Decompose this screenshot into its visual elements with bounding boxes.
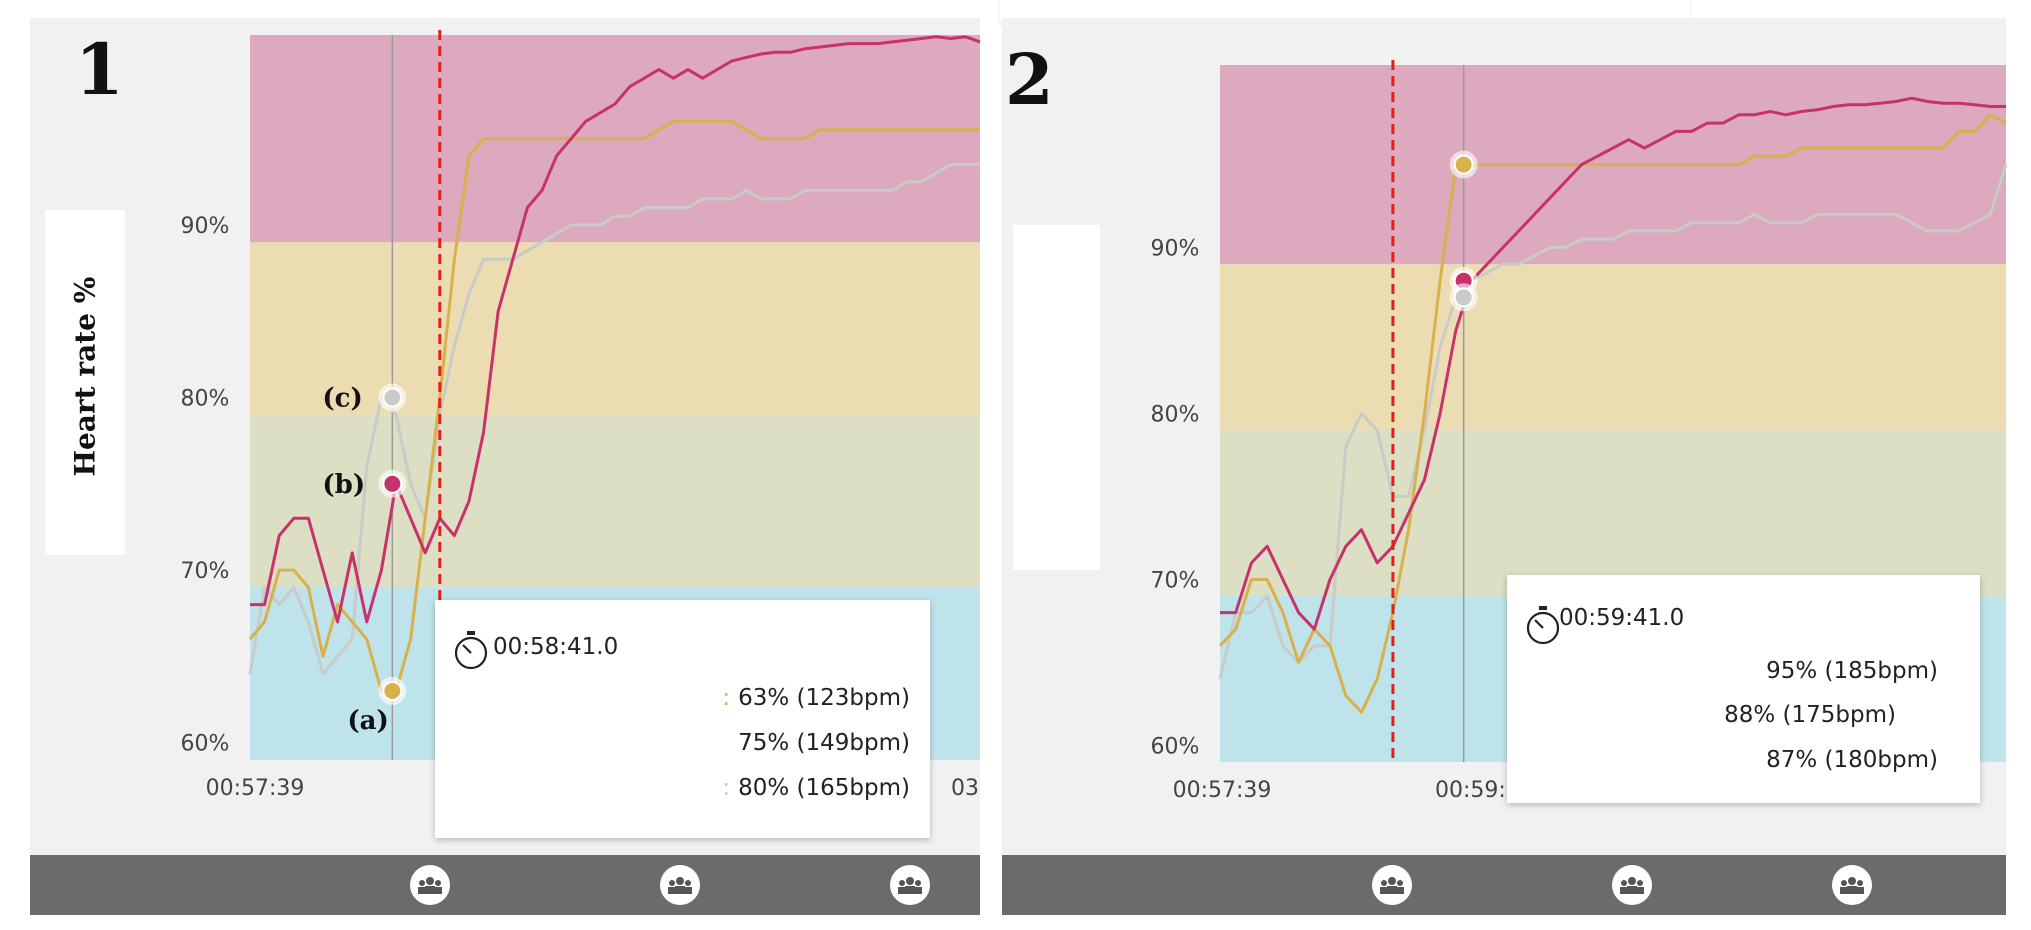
y-axis-label-box-2 (1013, 225, 1100, 570)
panel-number-2: 2 (1005, 38, 1054, 121)
tooltip-time: 00:58:41.0 (493, 634, 619, 660)
stopwatch-icon (1526, 606, 1560, 645)
zone-band (250, 242, 980, 415)
hover-point[interactable] (1453, 154, 1474, 175)
footer-bar-1 (30, 855, 980, 915)
team-icon[interactable] (890, 865, 930, 905)
tooltip-line-a: :63% (123bpm) (722, 685, 910, 711)
team-icon[interactable] (1372, 865, 1412, 905)
y-tick-label: 80% (1151, 403, 1200, 428)
team-icon[interactable] (410, 865, 450, 905)
team-icon[interactable] (660, 865, 700, 905)
hover-point[interactable] (382, 473, 403, 494)
team-icon[interactable] (1612, 865, 1652, 905)
tooltip-value-c: 80% (165bpm) (738, 775, 910, 801)
y-tick-label: 90% (1151, 237, 1200, 262)
tooltip-time: 00:59:41.0 (1559, 605, 1685, 631)
tooltip-value-a: 95% (185bpm) (1766, 658, 1938, 684)
hover-point[interactable] (382, 387, 403, 408)
y-tick-label: 80% (181, 387, 230, 412)
series-line (248, 163, 980, 676)
series-line (1218, 113, 2007, 714)
y-tick-label: 60% (1151, 734, 1200, 759)
team-icon[interactable] (1832, 865, 1872, 905)
tooltip-value-b: 88% (175bpm) (1724, 702, 1896, 728)
point-label: (c) (322, 384, 362, 414)
y-tick-label: 70% (1151, 568, 1200, 593)
stopwatch-icon (454, 631, 488, 670)
series-line (1220, 96, 2006, 631)
y-tick-label: 90% (181, 214, 230, 239)
tooltip-series-a-marker: : (722, 685, 731, 711)
tooltip-1: 00:58:41.0 :63% (123bpm) 75% (149bpm) :8… (435, 600, 930, 838)
hover-point[interactable] (1453, 287, 1474, 308)
point-label: (a) (347, 706, 388, 736)
zone-band (1220, 264, 2006, 431)
tooltip-value-c: 87% (180bpm) (1766, 747, 1938, 773)
tooltip-line-b: 88% (175bpm) (1724, 702, 1896, 728)
zone-band (1220, 430, 2006, 597)
tooltip-line-c: :80% (165bpm) (722, 775, 910, 801)
footer-bar-2 (1002, 855, 2006, 915)
tooltip-2: 00:59:41.0 95% (185bpm) 88% (175bpm) 87%… (1507, 575, 1980, 803)
y-axis-label-box-1: Heart rate % (45, 210, 125, 555)
tooltip-line-a: 95% (185bpm) (1766, 658, 1938, 684)
x-tick-label: 00:57:39 (206, 776, 305, 801)
series-line (248, 119, 980, 693)
y-tick-label: 70% (181, 559, 230, 584)
hover-point[interactable] (382, 680, 403, 701)
x-tick-label: 00:57:39 (1173, 778, 1272, 803)
tooltip-value-a: 63% (123bpm) (738, 685, 910, 711)
x-tick-label: 00:59:3 (1435, 778, 1520, 803)
tooltip-series-c-marker: : (722, 775, 731, 801)
panel-number-1: 1 (75, 28, 124, 111)
tooltip-value-b: 75% (149bpm) (738, 730, 910, 756)
series-line (1218, 164, 2008, 680)
y-tick-label: 60% (181, 732, 230, 757)
x-tick-label: 03 (951, 776, 979, 801)
series-line (250, 35, 981, 624)
tooltip-line-b: 75% (149bpm) (738, 730, 910, 756)
tooltip-line-c: 87% (180bpm) (1766, 747, 1938, 773)
point-label: (b) (322, 470, 365, 500)
